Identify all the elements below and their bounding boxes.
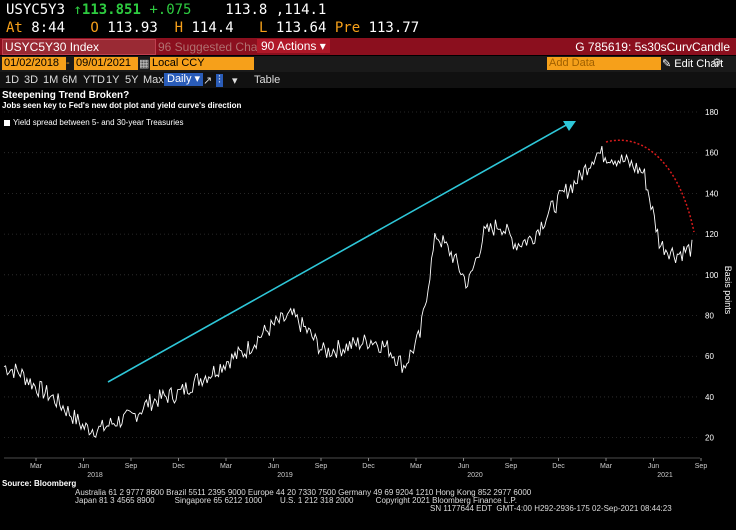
suggested-charts-button[interactable]: 96 Suggested Charts [158,40,271,54]
y-tick-label: 140 [705,189,719,198]
period-1y[interactable]: 1Y [106,74,120,86]
rollover-arc [605,139,695,233]
low-label: L [258,20,268,36]
period-row: 1D 3D 1M 6M YTD 1Y 5Y Max Daily ▾ ↗ ⫶ ▾ … [0,72,736,88]
x-tick-label: Jun [648,463,659,470]
toolbar: USYC5Y30 Index 96 Suggested Charts 90 Ac… [0,38,736,55]
bid-ask: 113.8 ,114.1 [225,2,327,18]
low-value: 113.64 [275,20,327,36]
up-arrow-icon: ↑ [73,2,82,18]
y-tick-label: 180 [705,108,719,117]
start-date-input[interactable]: 01/02/2018 [2,57,66,70]
x-tick-label: Dec [552,463,565,470]
year-label: 2018 [87,472,103,479]
end-date-input[interactable]: 09/01/2021 [74,57,138,70]
quote-header: USYC5Y3 ↑113.851 +.075 113.8 ,114.1 At 8… [0,0,736,38]
pre-value: 113.77 [368,20,420,36]
x-tick-label: Sep [695,463,708,470]
period-ytd[interactable]: YTD [83,74,105,86]
x-tick-label: Dec [362,463,375,470]
trend-arrow-line [107,123,569,383]
chart-type-dropdown-icon[interactable]: ▾ [232,75,238,87]
x-tick-label: Jun [458,463,469,470]
chart-title: Steepening Trend Broken? [2,90,130,101]
pre-label: Pre [334,20,361,36]
price-change: +.075 [149,2,192,18]
footer-line-2: Japan 81 3 4565 8900 Singapore 65 6212 1… [75,496,517,505]
y-tick-label: 160 [705,149,719,158]
chart-settings-icon[interactable]: ⚙ [712,57,722,69]
period-5y[interactable]: 5Y [125,74,139,86]
y-tick-label: 80 [705,312,714,321]
x-tick-label: Dec [172,463,185,470]
x-tick-label: Mar [30,463,43,470]
spread-chart[interactable]: 20 40 60 80 100 120 140 160 180 Basis points Mar Ju… [0,88,736,530]
high-value: 114.4 [191,20,234,36]
chart-legend: Yield spread between 5- and 30-year Trea… [4,118,183,127]
period-6m[interactable]: 6M [62,74,78,86]
edit-chart-button[interactable]: ✎ Edit Chart [662,58,724,70]
date-separator: - [66,57,70,69]
open-value: 113.93 [107,20,158,36]
last-price: 113.851 [81,2,141,18]
year-label: 2019 [277,472,293,479]
chart-subtitle: Jobs seen key to Fed's new dot plot and … [2,101,242,110]
period-1d[interactable]: 1D [5,74,20,86]
table-button[interactable]: Table [254,74,281,86]
x-tick-label: Jun [78,463,89,470]
year-label: 2021 [657,472,673,479]
chart-id: G 785619: 5s30sCurvCandle [575,40,730,54]
year-label: 2020 [467,472,483,479]
currency-select[interactable]: Local CCY [150,57,254,70]
x-tick-label: Sep [505,463,518,470]
trend-arrow-head-icon [563,121,576,131]
footer-line-3: SN 1177644 EDT GMT-4:00 H292-2936-175 02… [430,504,672,513]
x-tick-label: Sep [315,463,328,470]
open-label: O [90,20,99,36]
y-axis-label: Basis points [723,266,733,315]
actions-menu[interactable]: 90 Actions ▾ [257,39,330,53]
calendar-icon[interactable]: ▦ [139,58,150,70]
add-data-input[interactable]: Add Data [547,57,661,70]
bar-type-icon[interactable]: ⫶ [216,74,223,87]
quote-time: 8:44 [31,20,66,36]
x-tick-label: Mar [220,463,233,470]
y-tick-label: 40 [705,393,714,402]
period-1m[interactable]: 1M [43,74,59,86]
period-3d[interactable]: 3D [24,74,39,86]
edit-chart-label: Edit Chart [674,58,724,70]
y-tick-label: 20 [705,434,714,443]
date-range-row: 01/02/2018 - 09/01/2021 ▦ Local CCY Add … [0,56,736,72]
source-note: Source: Bloomberg [2,479,77,488]
security-field[interactable]: USYC5Y30 Index [2,39,156,55]
line-chart-icon[interactable]: ↗ [203,75,213,87]
y-tick-label: 100 [705,271,719,280]
legend-swatch-icon [4,119,10,126]
x-tick-label: Sep [125,463,138,470]
x-tick-label: Mar [600,463,613,470]
spread-series-line [3,146,693,438]
footer-line-1: Australia 61 2 9777 8600 Brazil 5511 239… [75,488,532,497]
ticker[interactable]: USYC5Y3 [6,2,66,18]
x-tick-label: Mar [410,463,423,470]
legend-label: Yield spread between 5- and 30-year Trea… [13,118,184,127]
y-tick-label: 60 [705,352,714,361]
y-tick-label: 120 [705,230,719,239]
x-tick-label: Jun [268,463,279,470]
high-label: H [174,20,184,36]
frequency-select[interactable]: Daily ▾ [164,73,204,86]
period-max[interactable]: Max [143,74,164,86]
at-label: At [6,20,23,36]
